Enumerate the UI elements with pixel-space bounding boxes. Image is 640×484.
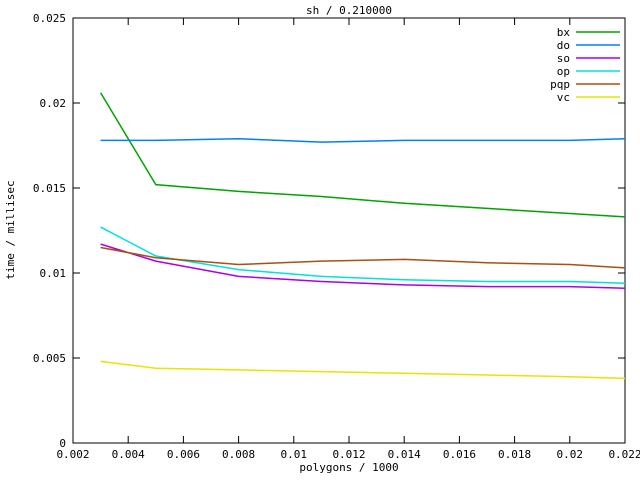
x-tick-label: 0.006 xyxy=(167,448,200,461)
series-layer xyxy=(99,92,626,380)
series-line-bx xyxy=(99,92,626,218)
legend-label-op: op xyxy=(557,65,570,78)
series-line-so xyxy=(100,243,626,290)
plot-border xyxy=(72,17,626,444)
y-tick-label: 0.005 xyxy=(33,352,66,365)
series-line-pqp xyxy=(100,246,626,269)
y-tick-label: 0.01 xyxy=(40,267,67,280)
x-tick-label: 0.018 xyxy=(498,448,531,461)
series-line-op xyxy=(100,226,626,284)
ticks-layer: 0.002 0.004 0.006 0.008 0.01 0.012 0.014 0.016 0… xyxy=(33,12,640,461)
y-tick-label: 0.025 xyxy=(33,12,66,25)
x-axis-label: polygons / 1000 xyxy=(299,461,398,474)
x-tick-label: 0.012 xyxy=(332,448,365,461)
x-tick-label: 0.02 xyxy=(557,448,584,461)
x-tick-label: 0.014 xyxy=(388,448,421,461)
y-tick-label: 0.02 xyxy=(40,97,67,110)
x-tick-label: 0.008 xyxy=(222,448,255,461)
y-axis-label: time / millisec xyxy=(4,180,17,279)
legend-label-so: so xyxy=(557,52,570,65)
y-tick-label: 0.015 xyxy=(33,182,66,195)
x-tick-label: 0.002 xyxy=(56,448,89,461)
y-tick-label: 0 xyxy=(59,437,66,450)
legend-label-pqp: pqp xyxy=(550,78,570,91)
x-tick-label: 0.01 xyxy=(281,448,308,461)
legend-label-vc: vc xyxy=(557,91,570,104)
series-line-vc xyxy=(100,360,626,380)
series-line-do xyxy=(100,137,626,143)
legend-label-do: do xyxy=(557,39,570,52)
legend-label-bx: bx xyxy=(557,26,571,39)
x-tick-label: 0.016 xyxy=(443,448,476,461)
x-tick-label: 0.022 xyxy=(608,448,640,461)
chart-title: sh / 0.210000 xyxy=(306,4,392,17)
x-tick-label: 0.004 xyxy=(112,448,145,461)
